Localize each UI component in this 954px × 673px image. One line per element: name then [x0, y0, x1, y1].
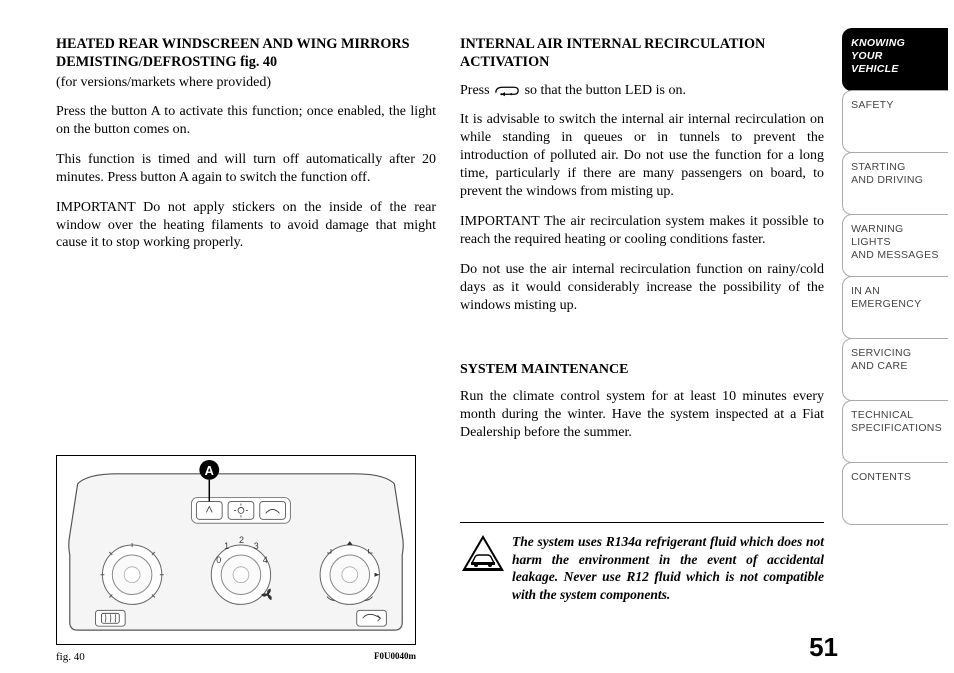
sidebar-tab-label: IN ANEMERGENCY — [851, 285, 921, 311]
left-para-1: Press the button A to activate this func… — [56, 103, 436, 139]
sidebar-tab-label: WARNING LIGHTSAND MESSAGES — [851, 223, 942, 262]
warning-triangle-icon — [460, 533, 506, 573]
page: HEATED REAR WINDSCREEN AND WING MIRRORS … — [0, 0, 954, 673]
warning-text: The system uses R134a refrigerant fluid … — [512, 533, 824, 603]
svg-text:2: 2 — [239, 535, 244, 545]
figure-caption: fig. 40 F0U0040m — [56, 651, 416, 663]
right-heading-2: SYSTEM MAINTENANCE — [460, 362, 824, 378]
left-para-2: This function is timed and will turn off… — [56, 151, 436, 187]
figure-code: F0U0040m — [374, 651, 416, 663]
svg-text:0: 0 — [216, 555, 221, 565]
callout-a-label: A — [205, 463, 214, 478]
right-para-5: Run the climate control system for at le… — [460, 388, 824, 442]
sidebar-tab-label: SERVICINGAND CARE — [851, 347, 911, 373]
dashboard-diagram-svg: A — [57, 456, 415, 644]
right-heading-1: INTERNAL AIR INTERNAL RECIRCULATION ACTI… — [460, 36, 824, 72]
content-area: HEATED REAR WINDSCREEN AND WING MIRRORS … — [0, 0, 842, 673]
press-text-b: so that the button LED is on. — [521, 83, 686, 98]
left-heading: HEATED REAR WINDSCREEN AND WING MIRRORS … — [56, 36, 436, 72]
sidebar-tab-label: CONTENTS — [851, 471, 911, 484]
press-text-a: Press — [460, 83, 493, 98]
right-para-3: IMPORTANT The air recirculation system m… — [460, 213, 824, 249]
right-para-2: It is advisable to switch the internal a… — [460, 111, 824, 201]
sidebar-tab-6[interactable]: TECHNICALSPECIFICATIONS — [842, 400, 948, 463]
right-para-1: Press so that the button LED is on. — [460, 82, 824, 100]
right-column: INTERNAL AIR INTERNAL RECIRCULATION ACTI… — [460, 36, 824, 663]
figure-40: A — [56, 455, 416, 645]
recirc-icon — [493, 83, 521, 97]
left-para-3: IMPORTANT Do not apply stickers on the i… — [56, 199, 436, 253]
figure-wrap: A — [56, 445, 436, 663]
sidebar-tab-label: SAFETY — [851, 99, 894, 112]
page-number: 51 — [809, 632, 838, 663]
sidebar-tabs: KNOWINGYOURVEHICLE SAFETY STARTINGAND DRIV… — [842, 0, 954, 673]
sidebar-tab-4[interactable]: IN ANEMERGENCY — [842, 276, 948, 339]
svg-text:3: 3 — [254, 541, 259, 551]
svg-text:1: 1 — [224, 541, 229, 551]
sidebar-tab-label: KNOWINGYOURVEHICLE — [851, 37, 905, 76]
sidebar-tab-label: TECHNICALSPECIFICATIONS — [851, 409, 942, 435]
right-para-4: Do not use the air internal recirculatio… — [460, 261, 824, 315]
sidebar-tab-5[interactable]: SERVICINGAND CARE — [842, 338, 948, 401]
left-column: HEATED REAR WINDSCREEN AND WING MIRRORS … — [56, 36, 436, 663]
sidebar-tab-7[interactable]: CONTENTS — [842, 462, 948, 525]
sidebar-tab-2[interactable]: STARTINGAND DRIVING — [842, 152, 948, 215]
sidebar-tab-0[interactable]: KNOWINGYOURVEHICLE — [842, 28, 948, 91]
sidebar-tab-3[interactable]: WARNING LIGHTSAND MESSAGES — [842, 214, 948, 277]
warning-box: The system uses R134a refrigerant fluid … — [460, 522, 824, 603]
figure-label: fig. 40 — [56, 651, 85, 663]
sidebar-tab-label: STARTINGAND DRIVING — [851, 161, 923, 187]
left-subheading: (for versions/markets where provided) — [56, 74, 436, 92]
svg-text:4: 4 — [263, 555, 268, 565]
sidebar-tab-1[interactable]: SAFETY — [842, 90, 948, 153]
